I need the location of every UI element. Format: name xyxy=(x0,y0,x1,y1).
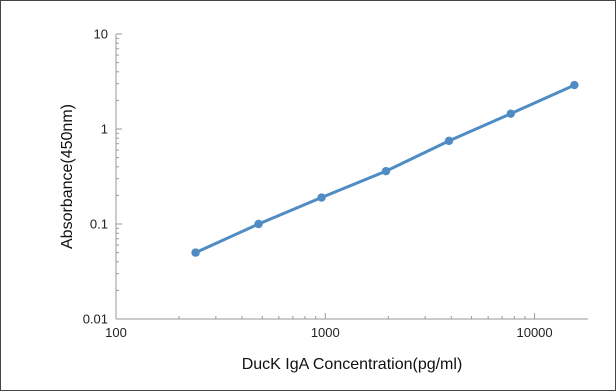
x-tick-label: 100 xyxy=(105,325,127,340)
y-tick-label: 1 xyxy=(101,122,108,137)
data-point xyxy=(317,193,326,202)
y-axis-title: Absorbance(450nm) xyxy=(59,104,76,249)
x-tick-label: 10000 xyxy=(516,325,552,340)
axis-ticks: 100 1000 10000 0.01 0.1 1 10 xyxy=(83,27,553,341)
x-tick-label: 1000 xyxy=(311,325,340,340)
axes xyxy=(115,34,588,320)
y-tick-label: 0.1 xyxy=(90,217,108,232)
data-point xyxy=(570,80,579,90)
x-axis-title: DucK IgA Concentration(pg/ml) xyxy=(242,356,463,373)
data-point xyxy=(191,248,200,257)
y-tick-label: 0.01 xyxy=(83,312,108,327)
data-point xyxy=(506,109,516,118)
data-point xyxy=(444,136,454,146)
y-tick-label: 10 xyxy=(94,27,108,42)
series-layer xyxy=(191,80,579,257)
data-point xyxy=(381,166,391,176)
data-point xyxy=(254,219,263,229)
